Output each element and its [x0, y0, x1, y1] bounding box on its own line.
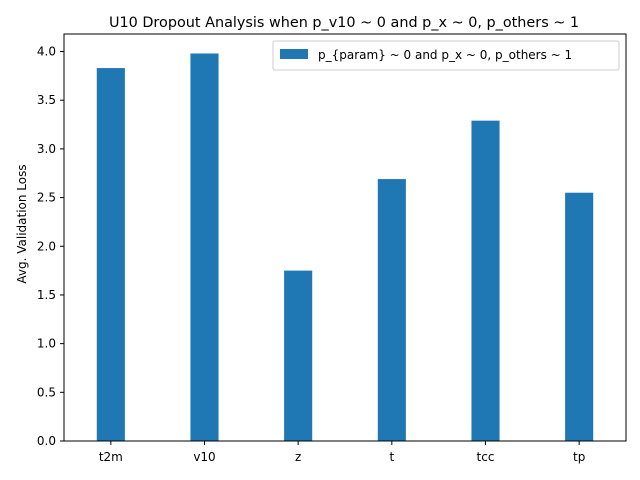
bar-t2m: [96, 68, 125, 441]
bar-tp: [565, 192, 594, 441]
bar-t: [377, 179, 406, 441]
bar-z: [284, 270, 313, 441]
legend: p_{param} ~ 0 and p_x ~ 0, p_others ~ 1: [272, 40, 620, 71]
y-tick-label: 0.5: [37, 385, 56, 399]
legend-swatch: [280, 49, 308, 59]
bars-group: [96, 53, 594, 441]
y-tick-label: 2.5: [37, 191, 56, 205]
legend-label: p_{param} ~ 0 and p_x ~ 0, p_others ~ 1: [318, 48, 572, 62]
x-tick-label-tp: tp: [573, 450, 585, 464]
legend-box: [272, 40, 620, 71]
x-tick-label-v10: v10: [193, 450, 215, 464]
x-tick-label-z: z: [295, 450, 301, 464]
y-tick-label: 0.0: [37, 434, 56, 448]
y-tick-label: 4.0: [37, 45, 56, 59]
bar-tcc: [471, 120, 500, 441]
x-tick-label-t: t: [389, 450, 394, 464]
x-tick-label-t2m: t2m: [99, 450, 123, 464]
plot-frame: [63, 33, 627, 442]
y-tick-label: 3.5: [37, 93, 56, 107]
chart-title: U10 Dropout Analysis when p_v10 ~ 0 and …: [109, 15, 579, 31]
x-axis: t2m v10 z t tcc tp: [99, 441, 585, 464]
y-tick-label: 1.0: [37, 337, 56, 351]
bar-v10: [190, 53, 219, 441]
y-axis-label: Avg. Validation Loss: [15, 164, 29, 283]
y-tick-label: 2.0: [37, 239, 56, 253]
x-tick-label-tcc: tcc: [477, 450, 495, 464]
y-axis: 0.0 0.5 1.0 1.5 2.0 2.5 3.0 3.5 4.0: [37, 45, 64, 448]
y-tick-label: 3.0: [37, 142, 56, 156]
y-tick-label: 1.5: [37, 288, 56, 302]
